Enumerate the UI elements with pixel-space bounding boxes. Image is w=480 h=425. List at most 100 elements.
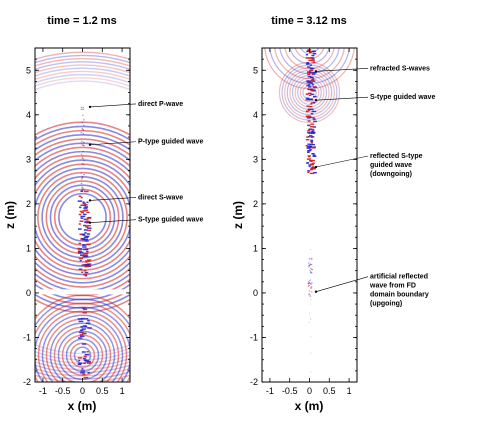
guided-wave-sample	[306, 81, 310, 83]
arrow-head	[88, 199, 92, 202]
wavefield-image	[264, 48, 355, 373]
wavefront-arc	[41, 314, 124, 382]
guided-wave-sample	[84, 240, 89, 242]
guided-wave-sample	[80, 215, 86, 218]
guided-wave-sample	[310, 168, 314, 170]
guided-wave-sample	[311, 54, 315, 57]
guided-wave-sample	[82, 108, 85, 110]
guided-wave-sample	[312, 143, 316, 146]
x-tick-label: 0	[307, 386, 312, 396]
guided-wave-sample	[85, 226, 89, 228]
arrow-head	[88, 105, 92, 109]
guided-wave-sample	[310, 142, 313, 144]
guided-wave-sample	[86, 224, 91, 227]
wavefront-arc	[35, 150, 130, 284]
guided-wave-sample	[306, 117, 311, 119]
guided-wave-sample	[79, 333, 84, 336]
arrow-head	[314, 70, 318, 73]
guided-wave-sample	[306, 71, 311, 73]
guided-wave-sample	[83, 332, 87, 335]
guided-wave-sample	[307, 151, 310, 153]
annotation: P-type guided wave	[88, 139, 203, 146]
guided-wave-sample	[83, 252, 89, 255]
annotation-arrow	[315, 96, 369, 101]
guided-wave-sample	[311, 130, 315, 132]
guided-wave-sample	[307, 115, 311, 117]
guided-wave-sample	[83, 255, 87, 258]
guided-wave-sample	[310, 89, 314, 92]
guided-wave-sample	[83, 141, 85, 143]
annotation: refracted S-waves	[314, 65, 430, 73]
guided-wave-sample	[312, 93, 315, 96]
guided-wave-sample	[307, 75, 312, 78]
guided-wave-sample	[83, 229, 88, 231]
guided-wave-sample	[313, 71, 317, 74]
guided-wave-sample	[83, 376, 89, 379]
annotation-arrow	[315, 155, 369, 168]
guided-wave-sample	[311, 110, 314, 112]
y-tick-label: -2	[23, 377, 31, 387]
guided-wave-sample	[84, 263, 90, 266]
guided-wave-sample	[83, 269, 87, 272]
guided-wave-sample	[82, 158, 85, 160]
guided-wave-sample	[308, 315, 310, 317]
guided-wave-sample	[79, 251, 84, 254]
y-tick-label: 5	[26, 65, 31, 75]
annotation-text: direct P-wave	[138, 101, 183, 108]
guided-wave-sample	[80, 204, 84, 207]
guided-wave-sample	[309, 71, 312, 74]
guided-wave-sample	[84, 271, 89, 274]
guided-wave-sample	[80, 326, 84, 328]
guided-wave-sample	[309, 76, 314, 79]
guided-wave-sample	[312, 90, 316, 92]
guided-wave-sample	[310, 303, 312, 305]
guided-wave-sample	[313, 172, 317, 174]
guided-wave-sample	[311, 84, 314, 86]
guided-wave-sample	[82, 201, 85, 203]
y-tick-label: 2	[253, 199, 258, 209]
guided-wave-sample	[77, 248, 83, 250]
guided-wave-sample	[310, 82, 314, 85]
guided-wave-sample	[79, 206, 82, 209]
guided-wave-sample	[78, 337, 83, 339]
guided-wave-sample	[83, 248, 89, 251]
guided-wave-sample	[307, 155, 311, 157]
guided-wave-sample	[82, 307, 86, 309]
guided-wave-sample	[310, 272, 312, 274]
annotation-text: direct S-wave	[138, 194, 183, 201]
wavefront-arc	[35, 298, 130, 328]
wavefront-arc	[45, 180, 120, 255]
guided-wave-sample	[310, 112, 314, 115]
guided-wave-sample	[83, 209, 89, 211]
guided-wave-sample	[306, 136, 309, 138]
annotation-text: S-type guided wave	[370, 94, 435, 101]
guided-wave-sample	[307, 130, 311, 132]
guided-wave-sample	[311, 282, 313, 284]
annotation: reflected S-type guided wave (downgoing)	[314, 153, 423, 178]
guided-wave-sample	[78, 320, 84, 323]
wavefront-arc	[35, 77, 130, 358]
guided-wave-sample	[79, 210, 83, 213]
annotation-text: domain boundary	[370, 292, 429, 299]
guided-wave-sample	[82, 119, 85, 121]
guided-wave-sample	[310, 140, 314, 143]
guided-wave-sample	[307, 108, 311, 110]
guided-wave-sample	[308, 164, 312, 166]
wavefront-arc	[269, 48, 350, 85]
guided-wave-sample	[308, 165, 311, 168]
guided-wave-sample	[78, 242, 82, 245]
guided-wave-sample	[87, 371, 91, 374]
guided-wave-sample	[83, 273, 87, 276]
annotation: S-type guided wave	[314, 94, 435, 102]
annotations: refracted S-waves S-type guided wave refle…	[314, 65, 435, 308]
guided-wave-sample	[310, 257, 313, 259]
y-axis-label: z (m)	[231, 201, 245, 229]
wavefront-arc	[284, 48, 335, 70]
guided-wave-sample	[311, 147, 316, 149]
guided-wave-sample	[79, 335, 85, 338]
guided-wave-sample	[309, 126, 314, 128]
guided-wave-sample	[82, 106, 85, 109]
wavefront-arc	[49, 184, 116, 251]
guided-wave-sample	[84, 232, 87, 234]
